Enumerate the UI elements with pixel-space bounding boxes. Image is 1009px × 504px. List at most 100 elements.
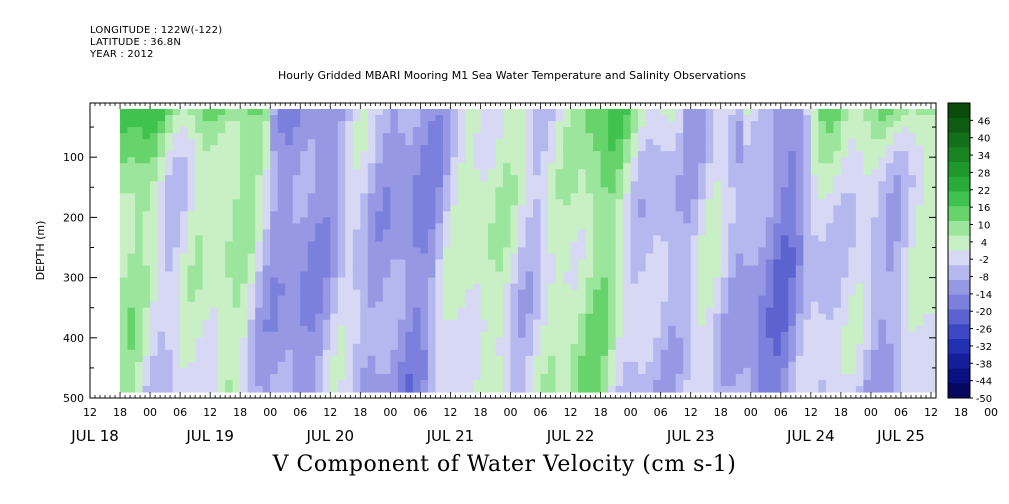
heatmap-cell: [480, 145, 489, 152]
heatmap-cell: [653, 343, 662, 351]
heatmap-cell: [457, 271, 467, 279]
heatmap-cell: [533, 229, 542, 237]
heatmap-cell: [750, 301, 759, 309]
heatmap-cell: [202, 247, 211, 255]
heatmap-cell: [630, 235, 639, 243]
heatmap-cell: [578, 337, 587, 345]
heatmap-cell: [818, 259, 827, 267]
heatmap-cell: [735, 331, 744, 339]
heatmap-cell: [608, 133, 617, 140]
heatmap-cell: [653, 151, 662, 158]
heatmap-cell: [855, 355, 865, 363]
heatmap-cell: [833, 253, 842, 261]
heatmap-cell: [450, 331, 459, 339]
heatmap-cell: [225, 211, 234, 218]
heatmap-cell: [457, 367, 467, 375]
heatmap-cell: [780, 223, 789, 231]
heatmap-cell: [900, 361, 910, 369]
heatmap-cell: [758, 235, 767, 243]
heatmap-cell: [743, 301, 752, 309]
heatmap-cell: [502, 193, 512, 200]
heatmap-cell: [855, 157, 865, 164]
heatmap-cell: [840, 235, 849, 243]
heatmap-cell: [578, 295, 587, 303]
heatmap-cell: [375, 301, 384, 309]
heatmap-cell: [795, 115, 804, 122]
heatmap-cell: [705, 247, 714, 255]
heatmap-cell: [195, 349, 204, 357]
heatmap-cell: [480, 277, 489, 285]
heatmap-cell: [345, 355, 354, 363]
heatmap-cell: [623, 355, 632, 363]
heatmap-cell: [442, 175, 452, 182]
heatmap-cell: [187, 367, 196, 375]
heatmap-cell: [743, 223, 752, 231]
heatmap-cell: [172, 253, 181, 261]
heatmap-cell: [150, 295, 159, 303]
heatmap-cell: [788, 277, 797, 285]
heatmap-cell: [900, 265, 910, 273]
heatmap-cell: [765, 223, 774, 231]
heatmap-cell: [337, 259, 346, 267]
heatmap-cell: [472, 247, 482, 255]
heatmap-cell: [518, 133, 527, 140]
heatmap-cell: [570, 211, 579, 218]
heatmap-cell: [180, 187, 189, 194]
heatmap-cell: [285, 343, 294, 351]
heatmap-cell: [255, 301, 264, 309]
heatmap-cell: [135, 121, 144, 128]
heatmap-cell: [465, 337, 474, 345]
heatmap-cell: [735, 205, 744, 212]
heatmap-cell: [675, 337, 684, 345]
heatmap-cell: [863, 175, 872, 182]
heatmap-cell: [833, 283, 842, 291]
heatmap-cell: [442, 271, 452, 279]
heatmap-cell: [277, 385, 286, 393]
heatmap-cell: [705, 181, 714, 188]
heatmap-cell: [818, 223, 827, 231]
heatmap-cell: [225, 139, 234, 146]
heatmap-cell: [217, 295, 226, 303]
heatmap-cell: [150, 115, 159, 122]
heatmap-cell: [240, 139, 249, 146]
heatmap-cell: [232, 379, 241, 387]
heatmap-cell: [683, 223, 692, 231]
heatmap-cell: [825, 289, 834, 297]
heatmap-cell: [262, 187, 271, 194]
heatmap-cell: [728, 283, 737, 291]
heatmap-cell: [412, 115, 421, 122]
heatmap-cell: [345, 319, 354, 327]
heatmap-cell: [683, 187, 692, 194]
heatmap-cell: [855, 127, 865, 134]
heatmap-cell: [623, 277, 632, 285]
heatmap-cell: [885, 319, 895, 327]
heatmap-cell: [623, 325, 632, 333]
heatmap-cell: [638, 247, 647, 255]
heatmap-cell: [495, 127, 504, 134]
heatmap-cell: [893, 271, 902, 279]
heatmap-cell: [638, 295, 647, 303]
heatmap-cell: [435, 361, 444, 369]
heatmap-cell: [675, 271, 684, 279]
heatmap-cell: [720, 127, 729, 134]
heatmap-cell: [345, 331, 354, 339]
heatmap-cell: [322, 133, 331, 140]
heatmap-cell: [412, 253, 421, 261]
heatmap-cell: [285, 253, 294, 261]
heatmap-cell: [870, 331, 880, 339]
heatmap-cell: [382, 175, 391, 182]
heatmap-cell: [352, 337, 361, 345]
heatmap-cell: [795, 163, 804, 170]
heatmap-cell: [165, 205, 174, 212]
heatmap-cell: [412, 319, 421, 327]
heatmap-cell: [848, 265, 857, 273]
heatmap-cell: [668, 109, 677, 116]
heatmap-cell: [698, 265, 707, 273]
heatmap-cell: [165, 157, 174, 164]
heatmap-cell: [705, 295, 714, 303]
heatmap-cell: [472, 211, 482, 218]
heatmap-cell: [277, 313, 286, 321]
heatmap-cell: [525, 295, 534, 303]
heatmap-cell: [180, 115, 189, 122]
heatmap-cell: [397, 355, 406, 363]
